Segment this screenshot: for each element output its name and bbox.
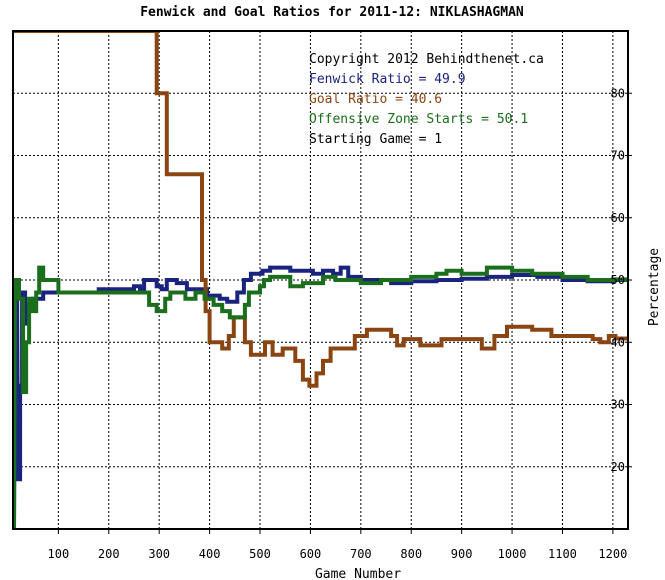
x-tick-label: 400	[199, 547, 221, 561]
legend-entry: Starting Game = 1	[309, 132, 442, 147]
x-tick-label: 100	[48, 547, 70, 561]
series-line-2	[14, 31, 628, 388]
y-tick-label: 30	[611, 398, 625, 412]
y-axis-label: Percentage	[647, 248, 662, 326]
x-ticks: 100 200 300 400 500 600 700 800 900 1000 1100 1200	[48, 529, 627, 561]
legend-entry: Copyright 2012 Behindthenet.ca	[309, 52, 544, 67]
x-tick-label: 600	[300, 547, 322, 561]
chart-title: Fenwick and Goal Ratios for 2011-12: NIK…	[140, 5, 524, 20]
y-tick-label: 80	[611, 86, 625, 100]
legend-entry: Offensive Zone Starts = 50.1	[309, 112, 528, 127]
series-layer	[13, 31, 628, 529]
y-tick-label: 60	[611, 211, 625, 225]
legend-entry: Fenwick Ratio = 49.9	[309, 72, 466, 87]
x-tick-label: 1000	[498, 547, 527, 561]
series-line-1	[13, 265, 628, 529]
y-tick-label: 70	[611, 149, 625, 163]
x-tick-label: 300	[148, 547, 170, 561]
x-tick-label: 700	[350, 547, 372, 561]
x-tick-label: 1100	[548, 547, 577, 561]
series-line-3	[13, 265, 628, 529]
x-tick-label: 1200	[598, 547, 627, 561]
y-tick-label: 40	[611, 335, 625, 349]
x-axis-label: Game Number	[315, 567, 401, 580]
x-tick-label: 900	[451, 547, 473, 561]
x-tick-label: 500	[249, 547, 271, 561]
x-tick-label: 800	[400, 547, 422, 561]
y-ticks: 20 30 40 50 60 70 80	[611, 86, 632, 474]
legend-entry: Goal Ratio = 40.6	[309, 92, 442, 107]
y-tick-label: 20	[611, 460, 625, 474]
y-tick-label: 50	[611, 273, 625, 287]
x-tick-label: 200	[98, 547, 120, 561]
legend: Copyright 2012 Behindthenet.ca Fenwick Ra…	[309, 52, 544, 147]
